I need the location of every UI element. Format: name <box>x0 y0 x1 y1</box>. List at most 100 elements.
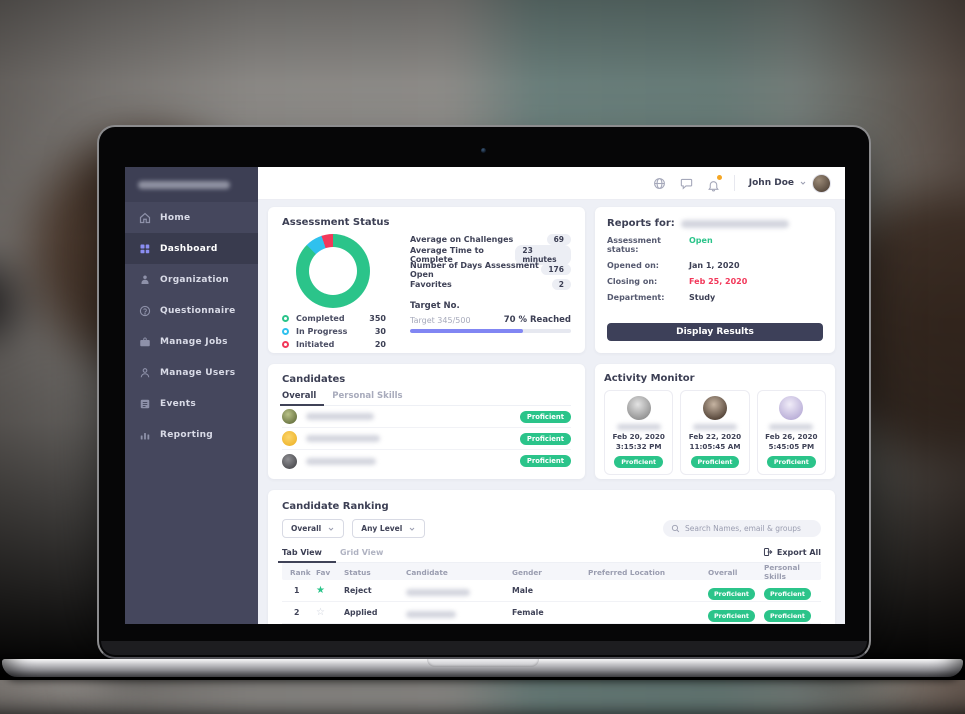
activity-card[interactable]: Feb 26, 2020 5:45:05 PM Proficient <box>756 390 826 475</box>
cell-rank: 2 <box>294 608 300 617</box>
candidate-ranking-panel: Candidate Ranking Overall Any Level <box>268 490 835 624</box>
candidate-row[interactable]: Proficient <box>282 450 571 472</box>
candidate-row[interactable]: Proficient <box>282 428 571 450</box>
target-reached: 70 % Reached <box>503 315 571 325</box>
panel-title: Activity Monitor <box>604 373 695 384</box>
filter-overall-dropdown[interactable]: Overall <box>282 519 345 538</box>
sidebar-item-manage-jobs[interactable]: Manage Jobs <box>125 326 258 357</box>
overall-badge: Proficient <box>708 588 755 600</box>
events-icon <box>140 399 150 408</box>
dashboard-content: Assessment Status Completed 350 <box>258 200 845 624</box>
dashboard-icon <box>140 244 150 253</box>
chevron-down-icon <box>409 527 415 531</box>
notifications-bell[interactable] <box>707 174 722 191</box>
tab-overall[interactable]: Overall <box>279 391 325 406</box>
cell-rank: 1 <box>294 586 300 595</box>
activity-name-redacted <box>692 424 737 430</box>
personal-skills-badge: Proficient <box>764 588 811 600</box>
legend-dot-in-progress <box>282 328 289 335</box>
candidate-row[interactable]: Proficient <box>282 406 571 428</box>
app-screen: Home Dashboard Organization Questionnair… <box>125 167 845 624</box>
user-name: John Doe <box>748 178 794 188</box>
panel-title: Candidate Ranking <box>282 501 389 512</box>
sidebar-item-reporting[interactable]: Reporting <box>125 419 258 450</box>
tab-personal-skills[interactable]: Personal Skills <box>332 391 403 401</box>
table-row[interactable]: 1 ★ Reject Male Proficient Proficient <box>282 580 821 602</box>
user-menu[interactable]: John Doe <box>748 173 831 193</box>
sidebar-item-home[interactable]: Home <box>125 202 258 233</box>
closing-on-value: Feb 25, 2020 <box>689 277 748 286</box>
display-results-button[interactable]: Display Results <box>607 323 823 341</box>
cell-gender: Male <box>512 586 533 595</box>
candidate-name-redacted <box>306 435 380 442</box>
department-value: Study <box>689 293 716 302</box>
reports-panel: Reports for: Assessment status: Open Ope… <box>595 207 835 353</box>
app-logo <box>125 167 258 202</box>
logo-redacted-text <box>138 180 230 189</box>
stat-row: Favorites 2 <box>410 277 571 292</box>
search-input[interactable] <box>685 524 813 533</box>
tab-view[interactable]: Tab View <box>278 548 336 563</box>
activity-card[interactable]: Feb 20, 2020 3:15:32 PM Proficient <box>604 390 674 475</box>
candidate-name-redacted <box>306 457 376 465</box>
sidebar-item-label: Organization <box>160 274 229 285</box>
sidebar-item-label: Dashboard <box>160 243 218 254</box>
stat-row: Average on Challenges 69 <box>410 232 571 247</box>
sidebar-item-organization[interactable]: Organization <box>125 264 258 295</box>
activity-name-redacted <box>616 424 661 430</box>
activity-monitor-panel: Activity Monitor Feb 20, 2020 3:15:32 PM… <box>595 364 835 479</box>
stat-value-badge: 2 <box>551 279 571 290</box>
sidebar-item-dashboard[interactable]: Dashboard <box>125 233 258 264</box>
globe-icon[interactable] <box>653 177 666 190</box>
main-area: John Doe Assessment Status <box>258 167 845 624</box>
chat-icon[interactable] <box>680 177 693 190</box>
target-progress-fill <box>410 329 523 333</box>
report-field: Closing on: Feb 25, 2020 <box>607 277 748 286</box>
chevron-down-icon <box>800 181 806 185</box>
activity-card[interactable]: Feb 22, 2020 11:05:45 AM Proficient <box>680 390 750 475</box>
laptop-base-notch <box>426 659 539 667</box>
proficiency-badge: Proficient <box>614 455 664 468</box>
candidate-name-redacted <box>306 413 374 420</box>
candidate-avatar <box>282 431 297 446</box>
proficiency-badge: Proficient <box>690 455 740 468</box>
sidebar-item-label: Home <box>160 212 191 223</box>
grid-view[interactable]: Grid View <box>339 547 384 557</box>
sidebar-item-questionnaire[interactable]: Questionnaire <box>125 295 258 326</box>
export-all-button[interactable]: Export All <box>763 547 821 562</box>
table-row[interactable]: 2 ☆ Applied Female Proficient Proficient <box>282 602 821 624</box>
legend-dot-initiated <box>282 341 289 348</box>
legend-item-completed: Completed 350 <box>282 312 404 325</box>
search-box <box>663 520 821 537</box>
reporting-bar-chart-icon <box>140 432 150 439</box>
briefcase-icon <box>140 337 150 346</box>
topbar: John Doe <box>258 167 845 200</box>
favorite-star-icon[interactable]: ★ <box>316 584 325 596</box>
sidebar-item-label: Manage Users <box>160 367 236 378</box>
target-label: Target 345/500 <box>410 315 471 325</box>
legend-item-initiated: Initiated 20 <box>282 338 404 351</box>
overall-badge: Proficient <box>708 610 755 622</box>
laptop-hinge <box>101 641 867 655</box>
report-field: Opened on: Jan 1, 2020 <box>607 261 740 270</box>
legend-item-in-progress: In Progress 30 <box>282 325 404 338</box>
notification-dot <box>716 174 722 180</box>
stat-value-badge: 176 <box>541 264 571 275</box>
topbar-divider <box>733 175 735 191</box>
assessment-status-value: Open <box>689 236 713 245</box>
user-avatar <box>812 173 831 193</box>
favorite-star-icon[interactable]: ☆ <box>316 606 325 618</box>
sidebar-item-label: Questionnaire <box>160 305 236 316</box>
stat-value-badge: 69 <box>546 234 571 245</box>
personal-skills-badge: Proficient <box>764 610 811 622</box>
sidebar-item-events[interactable]: Events <box>125 388 258 419</box>
candidate-name-redacted <box>406 611 456 618</box>
webcam-dot <box>481 148 486 153</box>
filter-level-dropdown[interactable]: Any Level <box>352 519 426 538</box>
candidate-avatar <box>282 409 297 424</box>
stat-row: Number of Days Assessment Open 176 <box>410 261 571 279</box>
proficiency-badge: Proficient <box>519 455 571 467</box>
sidebar-item-label: Manage Jobs <box>160 336 228 347</box>
search-icon <box>671 524 680 533</box>
sidebar-item-manage-users[interactable]: Manage Users <box>125 357 258 388</box>
